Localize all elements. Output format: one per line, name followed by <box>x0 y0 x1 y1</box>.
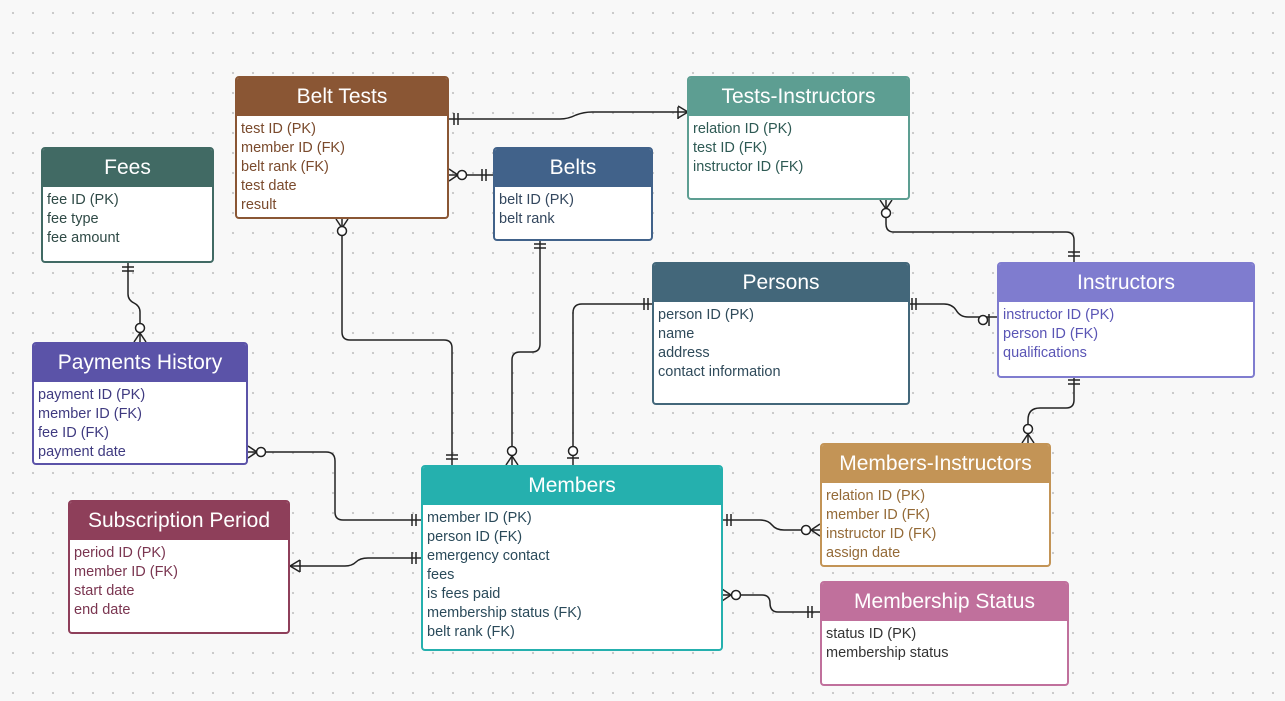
entity-field: person ID (FK) <box>1003 326 1099 342</box>
entity-field: status ID (PK) <box>826 626 917 642</box>
entity-field-list: period ID (PK) member ID (FK) start date en… <box>70 540 288 620</box>
connector-belt-tests-members <box>335 218 458 465</box>
entity-field: contact information <box>658 364 781 380</box>
entity-field: member ID (FK) <box>826 507 930 523</box>
entity-field: belt ID (PK) <box>499 192 574 208</box>
entity-field: result <box>241 197 277 213</box>
entity-field-list: member ID (PK) person ID (FK) emergency co… <box>423 505 721 642</box>
entity-field: assign date <box>826 545 901 561</box>
entity-title: Instructors <box>999 264 1253 302</box>
connector-instructors-members-instructors <box>1021 378 1080 444</box>
entity-title: Belts <box>495 149 651 187</box>
entity-field: period ID (PK) <box>74 545 166 561</box>
entity-field: person ID (FK) <box>427 529 523 545</box>
connector-belt-tests-tests-instructors <box>449 105 689 125</box>
entity-field: fee type <box>47 211 99 227</box>
entity-members-instructors[interactable]: Members-Instructors relation ID (PK) memb… <box>820 443 1051 567</box>
entity-subscription-period[interactable]: Subscription Period period ID (PK) member… <box>68 500 290 634</box>
connector-persons-instructors <box>909 298 998 326</box>
entity-field: name <box>658 326 695 342</box>
entity-title: Persons <box>654 264 908 302</box>
entity-field: start date <box>74 583 135 599</box>
entity-field-list: test ID (PK) member ID (FK) belt rank (FK)… <box>237 116 447 215</box>
entity-field-list: fee ID (PK) fee type fee amount <box>43 187 212 248</box>
entity-membership-status[interactable]: Membership Status status ID (PK) membersh… <box>820 581 1069 686</box>
entity-field: relation ID (PK) <box>826 488 926 504</box>
entity-members[interactable]: Members member ID (PK) person ID (FK) emer… <box>421 465 723 651</box>
entity-field: fees <box>427 567 455 583</box>
entity-title: Membership Status <box>822 583 1067 621</box>
connector-fees-payments-history <box>122 263 147 343</box>
entity-field-list: relation ID (PK) member ID (FK) instructor… <box>822 483 1049 563</box>
entity-instructors[interactable]: Instructors instructor ID (PK) person ID … <box>997 262 1255 378</box>
entity-field: payment ID (PK) <box>38 387 146 403</box>
entity-field: fee ID (FK) <box>38 425 109 441</box>
connector-subscription-period-members <box>289 552 422 573</box>
entity-field: qualifications <box>1003 345 1087 361</box>
entity-field-list: instructor ID (PK) person ID (FK) qualific… <box>999 302 1253 363</box>
entity-field: membership status <box>826 645 949 661</box>
connector-persons-members <box>567 298 652 465</box>
entity-field: member ID (FK) <box>74 564 178 580</box>
entity-field-list: belt ID (PK) belt rank <box>495 187 651 229</box>
entity-field: instructor ID (FK) <box>826 526 937 542</box>
connector-members-membership-status <box>721 588 820 618</box>
entity-field: belt rank <box>499 211 555 227</box>
connector-belts-members <box>505 241 546 466</box>
entity-title: Members-Instructors <box>822 445 1049 483</box>
entity-title: Payments History <box>34 344 246 382</box>
entity-title: Members <box>423 467 721 505</box>
entity-fees[interactable]: Fees fee ID (PK) fee type fee amount <box>41 147 214 263</box>
entity-field: payment date <box>38 444 126 460</box>
entity-field: instructor ID (PK) <box>1003 307 1115 323</box>
entity-field: end date <box>74 602 131 618</box>
entity-field: test ID (FK) <box>693 140 768 156</box>
entity-field-list: status ID (PK) membership status <box>822 621 1067 663</box>
connector-members-members-instructors <box>722 514 821 537</box>
entity-persons[interactable]: Persons person ID (PK) name address contact… <box>652 262 910 405</box>
entity-field: relation ID (PK) <box>693 121 793 137</box>
entity-field: test date <box>241 178 297 194</box>
entity-field-list: person ID (PK) name address contact informa… <box>654 302 908 382</box>
entity-tests-instructors[interactable]: Tests-Instructors relation ID (PK) test I… <box>687 76 910 200</box>
entity-field: emergency contact <box>427 548 550 564</box>
entity-title: Fees <box>43 149 212 187</box>
entity-field: fee amount <box>47 230 120 246</box>
entity-payments-history[interactable]: Payments History payment ID (PK) member I… <box>32 342 248 465</box>
entity-title: Belt Tests <box>237 78 447 116</box>
entity-belts[interactable]: Belts belt ID (PK) belt rank <box>493 147 653 241</box>
entity-field: test ID (PK) <box>241 121 316 137</box>
entity-field: member ID (FK) <box>241 140 345 156</box>
entity-field: member ID (FK) <box>38 406 142 422</box>
entity-belt-tests[interactable]: Belt Tests test ID (PK) member ID (FK) bel… <box>235 76 449 219</box>
entity-field-list: payment ID (PK) member ID (FK) fee ID (FK)… <box>34 382 246 462</box>
entity-field: address <box>658 345 710 361</box>
entity-field: member ID (PK) <box>427 510 532 526</box>
entity-field: person ID (PK) <box>658 307 754 323</box>
entity-field: membership status (FK) <box>427 605 582 621</box>
entity-field: fee ID (PK) <box>47 192 119 208</box>
entity-field: instructor ID (FK) <box>693 159 804 175</box>
entity-field-list: relation ID (PK) test ID (FK) instructor I… <box>689 116 908 177</box>
entity-title: Subscription Period <box>70 502 288 540</box>
entity-field: belt rank (FK) <box>427 624 515 640</box>
entity-field: belt rank (FK) <box>241 159 329 175</box>
entity-title: Tests-Instructors <box>689 78 908 116</box>
connector-belt-tests-belts <box>448 168 493 182</box>
connector-tests-instructors-instructors <box>879 199 1080 263</box>
entity-field: is fees paid <box>427 586 501 602</box>
